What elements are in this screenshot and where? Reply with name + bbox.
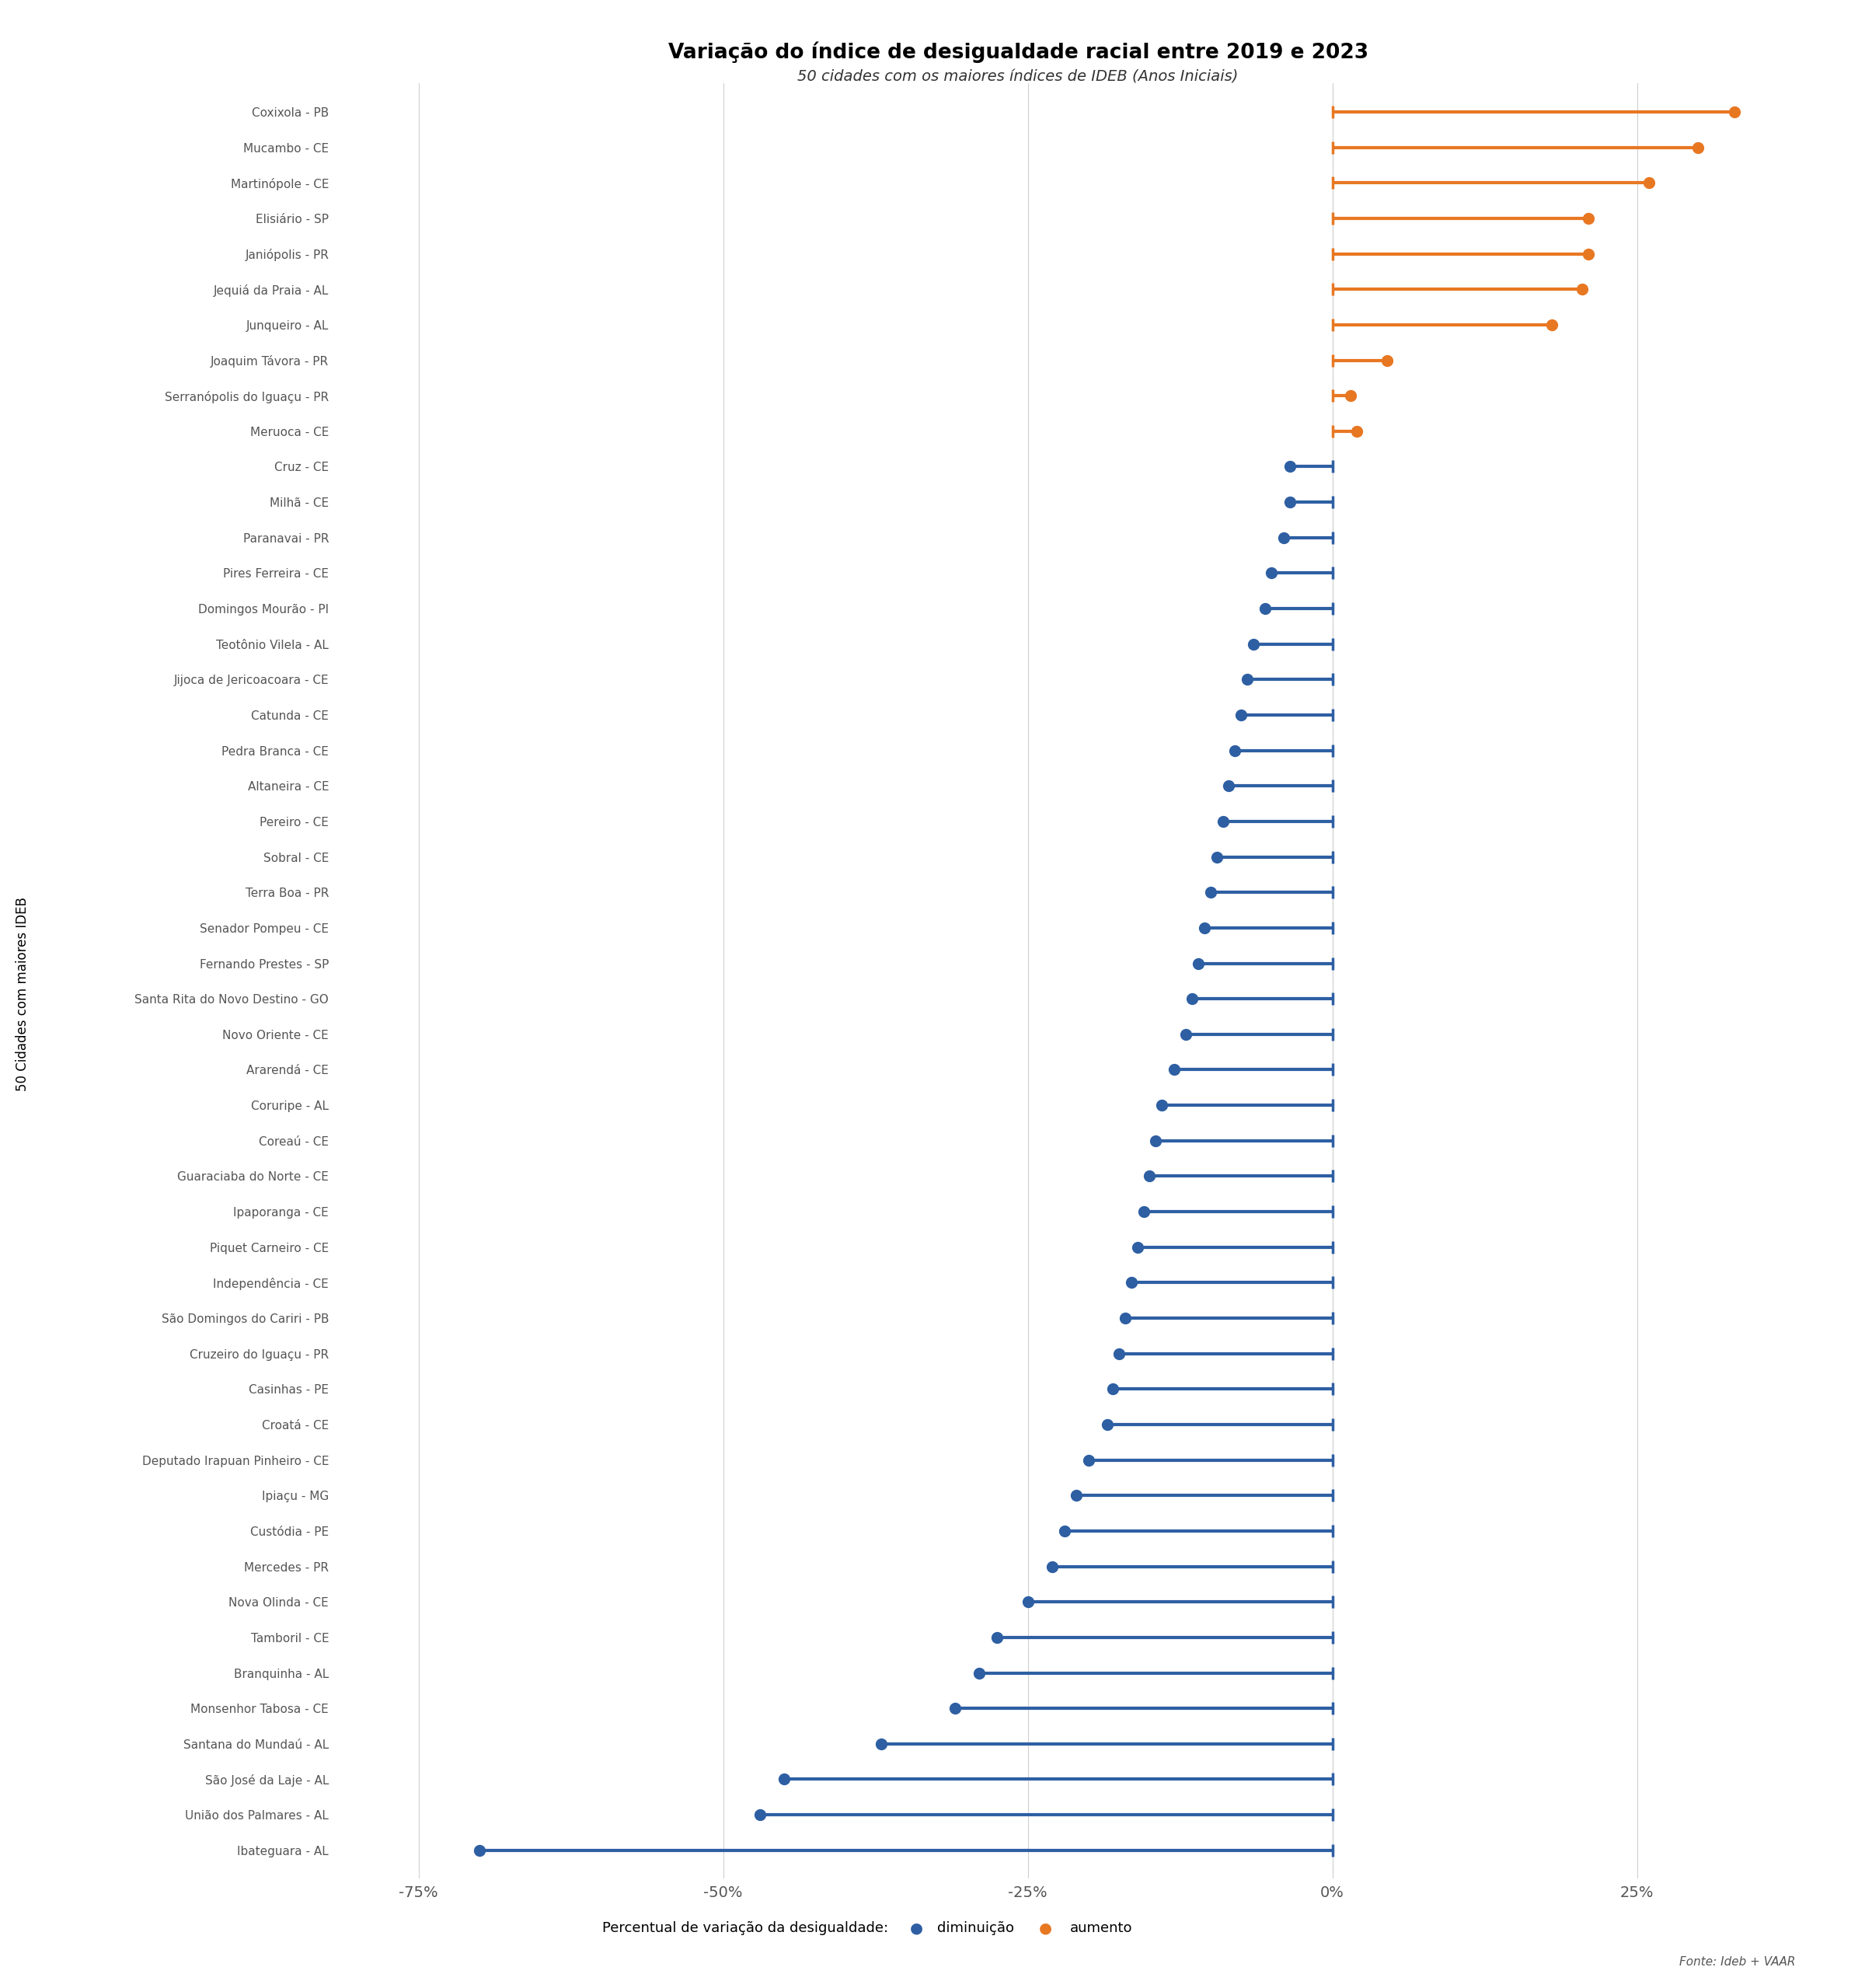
- Text: aumento: aumento: [1070, 1920, 1133, 1936]
- Text: Fonte: Ideb + VAAR: Fonte: Ideb + VAAR: [1679, 1956, 1795, 1968]
- Text: 50 Cidades com maiores IDEB: 50 Cidades com maiores IDEB: [15, 897, 30, 1091]
- Text: diminuição: diminuição: [937, 1920, 1014, 1936]
- Text: Percentual de variação da desigualdade:: Percentual de variação da desigualdade:: [602, 1920, 888, 1936]
- Text: 50 cidades com os maiores índices de IDEB (Anos Iniciais): 50 cidades com os maiores índices de IDE…: [798, 70, 1238, 83]
- Text: Variação do índice de desigualdade racial entre 2019 e 2023: Variação do índice de desigualdade racia…: [668, 42, 1368, 64]
- Text: ●: ●: [909, 1920, 924, 1936]
- Text: ●: ●: [1038, 1920, 1053, 1936]
